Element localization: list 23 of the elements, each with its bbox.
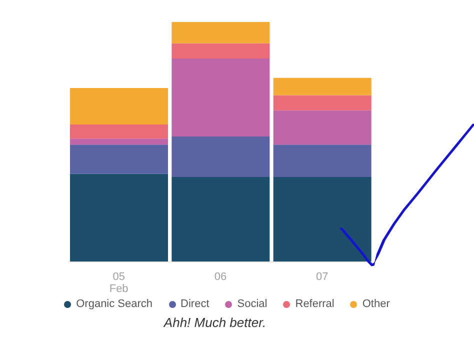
legend-label: Organic Search [75,298,153,310]
legend-label: Social [236,298,268,310]
bar [70,124,168,139]
bar [70,88,168,124]
x-tick-label: 07 [316,271,328,283]
bar [273,144,372,178]
legend-label: Direct [180,298,210,310]
legend-label: Referral [294,298,334,310]
x-tick-label: 05 Feb [109,271,128,295]
bar [70,174,168,262]
legend-label: Other [361,298,390,310]
bar [273,110,372,145]
bar [273,78,372,96]
text: Ahh! Much better. [162,315,268,330]
bar [70,144,168,174]
bar [172,43,270,58]
bar [273,95,372,110]
bar [172,136,270,178]
bar [172,177,270,262]
bar [70,138,168,145]
bar [172,22,270,44]
bar [172,58,270,136]
x-tick-label: 06 [214,271,227,283]
